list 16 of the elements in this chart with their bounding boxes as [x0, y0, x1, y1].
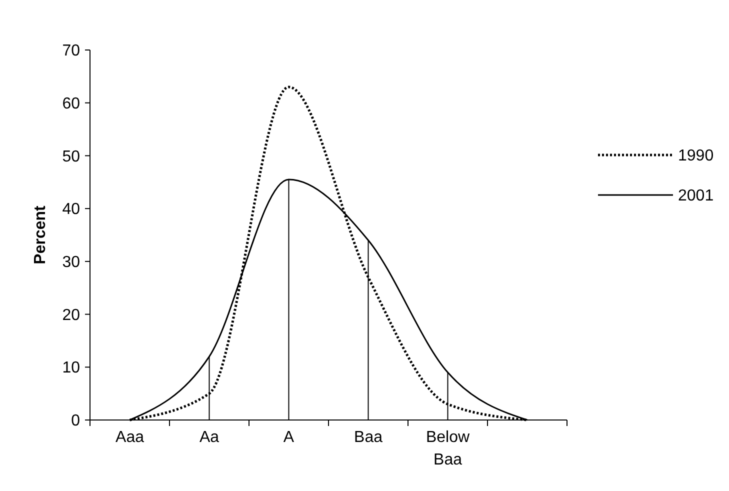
x-tick-label: Aa — [199, 429, 220, 446]
y-tick-label: 20 — [62, 306, 80, 324]
x-tick-label: Aaa — [116, 429, 144, 446]
y-tick-label: 40 — [62, 201, 80, 218]
x-tick-label: A — [283, 429, 294, 446]
x-tick-label: Below Baa — [426, 429, 470, 468]
y-axis-title: Percent — [32, 204, 49, 264]
legend-label: 2001 — [678, 188, 714, 205]
y-tick-label: 30 — [62, 254, 80, 272]
y-tick-label: 0 — [71, 412, 80, 430]
y-tick-label: 60 — [62, 95, 80, 112]
legend-label: 1990 — [678, 148, 714, 165]
y-tick-label: 10 — [62, 360, 80, 377]
y-tick-label: 70 — [62, 42, 80, 60]
x-tick-label: Baa — [354, 429, 383, 446]
y-tick-label: 50 — [62, 148, 80, 166]
